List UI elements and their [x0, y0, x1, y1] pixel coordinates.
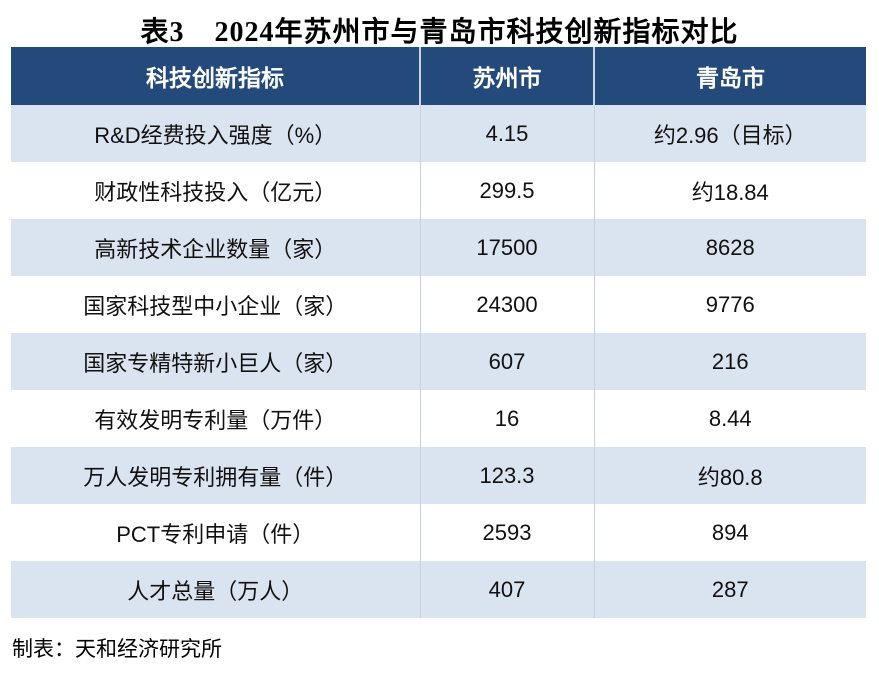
- cell-indicator: 国家科技型中小企业（家）: [11, 276, 420, 333]
- cell-qingdao: 8628: [593, 219, 866, 276]
- header-suzhou: 苏州市: [419, 47, 594, 105]
- cell-indicator: PCT专利申请（件）: [11, 504, 420, 561]
- cell-indicator: 高新技术企业数量（家）: [11, 219, 420, 276]
- cell-suzhou: 17500: [419, 219, 594, 276]
- table-row: 财政性科技投入（亿元） 299.5 约18.84: [11, 162, 866, 219]
- cell-indicator: 国家专精特新小巨人（家）: [11, 333, 420, 390]
- header-qingdao: 青岛市: [593, 47, 866, 105]
- cell-suzhou: 4.15: [419, 105, 594, 162]
- cell-qingdao: 894: [593, 504, 866, 561]
- cell-qingdao: 约18.84: [593, 162, 866, 219]
- cell-indicator: 财政性科技投入（亿元）: [11, 162, 420, 219]
- cell-qingdao: 9776: [593, 276, 866, 333]
- table-row: 国家科技型中小企业（家） 24300 9776: [11, 276, 866, 333]
- cell-indicator: R&D经费投入强度（%）: [11, 105, 420, 162]
- cell-suzhou: 607: [419, 333, 594, 390]
- cell-suzhou: 299.5: [419, 162, 594, 219]
- cell-suzhou: 16: [419, 390, 594, 447]
- table-row: PCT专利申请（件） 2593 894: [11, 504, 866, 561]
- cell-indicator: 万人发明专利拥有量（件）: [11, 447, 420, 504]
- cell-qingdao: 约80.8: [593, 447, 866, 504]
- table-row: 国家专精特新小巨人（家） 607 216: [11, 333, 866, 390]
- comparison-table: 科技创新指标 苏州市 青岛市 R&D经费投入强度（%） 4.15 约2.96（目标）…: [11, 47, 866, 618]
- cell-suzhou: 24300: [419, 276, 594, 333]
- cell-suzhou: 407: [419, 561, 594, 618]
- table-title-text: 2024年苏州市与青岛市科技创新指标对比: [214, 17, 739, 48]
- cell-qingdao: 216: [593, 333, 866, 390]
- cell-qingdao: 287: [593, 561, 866, 618]
- credit-line: 制表：天和经济研究所: [12, 638, 222, 661]
- document-page: 表3 2024年苏州市与青岛市科技创新指标对比 科技创新指标 苏州市 青岛市 R…: [0, 0, 879, 661]
- cell-suzhou: 123.3: [419, 447, 594, 504]
- table-header-row: 科技创新指标 苏州市 青岛市: [11, 47, 866, 105]
- table-row: R&D经费投入强度（%） 4.15 约2.96（目标）: [11, 105, 866, 162]
- table-row: 有效发明专利量（万件） 16 8.44: [11, 390, 866, 447]
- table-body: R&D经费投入强度（%） 4.15 约2.96（目标） 财政性科技投入（亿元） 299.…: [11, 105, 866, 618]
- cell-indicator: 人才总量（万人）: [11, 561, 420, 618]
- table-title-prefix: 表3: [140, 17, 185, 48]
- table-title: 表3 2024年苏州市与青岛市科技创新指标对比: [0, 0, 879, 48]
- cell-indicator: 有效发明专利量（万件）: [11, 390, 420, 447]
- table-row: 高新技术企业数量（家） 17500 8628: [11, 219, 866, 276]
- table-row: 人才总量（万人） 407 287: [11, 561, 866, 618]
- header-indicator: 科技创新指标: [11, 47, 420, 105]
- cell-qingdao: 约2.96（目标）: [593, 105, 866, 162]
- table-row: 万人发明专利拥有量（件） 123.3 约80.8: [11, 447, 866, 504]
- cell-qingdao: 8.44: [593, 390, 866, 447]
- cell-suzhou: 2593: [419, 504, 594, 561]
